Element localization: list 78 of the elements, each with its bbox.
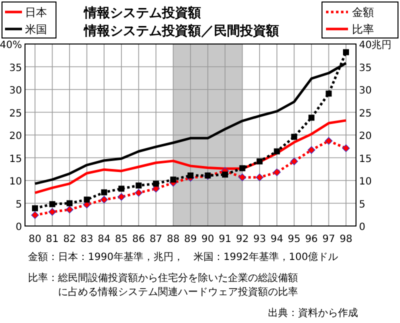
point bbox=[308, 114, 314, 121]
point bbox=[170, 176, 176, 183]
y2-tick-label: 20 bbox=[359, 131, 372, 142]
source-note: 出典：資料から作成 bbox=[268, 307, 358, 319]
x-tick-label: 98 bbox=[340, 234, 352, 245]
point bbox=[256, 158, 263, 164]
point bbox=[31, 211, 39, 219]
text: 比率：総民間設備投資額から住宅分を除いた企業の総設備額 bbox=[28, 272, 298, 284]
y-tick-label: 20 bbox=[9, 131, 22, 142]
point bbox=[326, 90, 332, 97]
point bbox=[136, 182, 142, 189]
x-tick-label: 84 bbox=[98, 234, 110, 245]
point bbox=[134, 188, 142, 197]
y2-tick-label: 10 bbox=[359, 176, 372, 188]
x-tick-label: 82 bbox=[63, 234, 76, 245]
point bbox=[118, 193, 126, 201]
y2-tick-label: 30 bbox=[359, 86, 372, 96]
y2-tick-label: 40兆円 bbox=[359, 39, 392, 51]
x-tick-label: 94 bbox=[270, 234, 284, 245]
y-tick-label: 0 bbox=[16, 222, 22, 233]
x-tick-label: 97 bbox=[322, 234, 336, 245]
point bbox=[32, 205, 38, 212]
chart-subtitle: 情報システム投資額／民間投資額 bbox=[83, 23, 279, 39]
point bbox=[84, 196, 90, 203]
text: 日本 bbox=[25, 6, 47, 19]
point bbox=[343, 49, 349, 56]
point bbox=[101, 189, 108, 196]
text: 金額：日本：1990年基準，兆円， 米国：1992年基準，100億ドル bbox=[28, 251, 338, 263]
point bbox=[290, 158, 298, 166]
y-tick-label: 35 bbox=[9, 62, 22, 74]
y2-tick-label: 5 bbox=[359, 199, 366, 210]
y-tick-label: 30 bbox=[9, 86, 22, 96]
point bbox=[222, 172, 228, 178]
y-tick-label: 10 bbox=[9, 176, 22, 188]
point bbox=[118, 186, 124, 192]
point bbox=[238, 174, 246, 182]
y2-tick-label: 15 bbox=[359, 154, 372, 165]
chart-title: 情報システム投資額 bbox=[83, 5, 201, 21]
x-tick-label: 88 bbox=[166, 234, 180, 245]
point bbox=[49, 201, 56, 208]
y2-tick-label: 25 bbox=[359, 108, 372, 120]
point bbox=[100, 196, 108, 204]
x-tick-label: 91 bbox=[218, 234, 232, 245]
x-tick-label: 89 bbox=[184, 234, 197, 245]
x-tick-label: 86 bbox=[132, 234, 146, 245]
text: 比率 bbox=[352, 23, 374, 36]
y-tick-label: 5 bbox=[16, 199, 22, 210]
text: 金額 bbox=[352, 6, 374, 19]
point bbox=[48, 208, 56, 216]
point bbox=[324, 137, 333, 145]
point bbox=[308, 146, 316, 154]
text: 米国 bbox=[25, 23, 47, 36]
point bbox=[152, 180, 159, 187]
y2-tick-label: 35 bbox=[359, 62, 372, 74]
point bbox=[256, 174, 264, 182]
x-tick-label: 85 bbox=[115, 234, 128, 245]
x-tick-label: 90 bbox=[201, 234, 214, 245]
y-tick-label: 40% bbox=[0, 40, 22, 51]
x-tick-label: 96 bbox=[305, 234, 318, 245]
x-tick-label: 80 bbox=[28, 234, 42, 245]
text: に占める情報システム関連ハードウェア投資額の比率 bbox=[58, 286, 298, 298]
x-tick-label: 81 bbox=[46, 234, 59, 245]
y2-tick-label: 0 bbox=[359, 222, 366, 233]
point bbox=[66, 206, 74, 214]
point bbox=[291, 134, 298, 140]
y-tick-label: 25 bbox=[9, 108, 22, 120]
x-tick-label: 92 bbox=[236, 234, 249, 245]
x-tick-label: 93 bbox=[253, 234, 266, 245]
point bbox=[342, 144, 350, 152]
point bbox=[188, 172, 194, 178]
x-tick-label: 83 bbox=[80, 234, 94, 245]
point bbox=[274, 148, 280, 154]
x-tick-label: 95 bbox=[288, 234, 301, 245]
x-tick-label: 87 bbox=[150, 234, 162, 245]
y-tick-label: 15 bbox=[9, 154, 22, 165]
point bbox=[239, 165, 246, 172]
point bbox=[66, 200, 73, 206]
point bbox=[273, 168, 281, 176]
